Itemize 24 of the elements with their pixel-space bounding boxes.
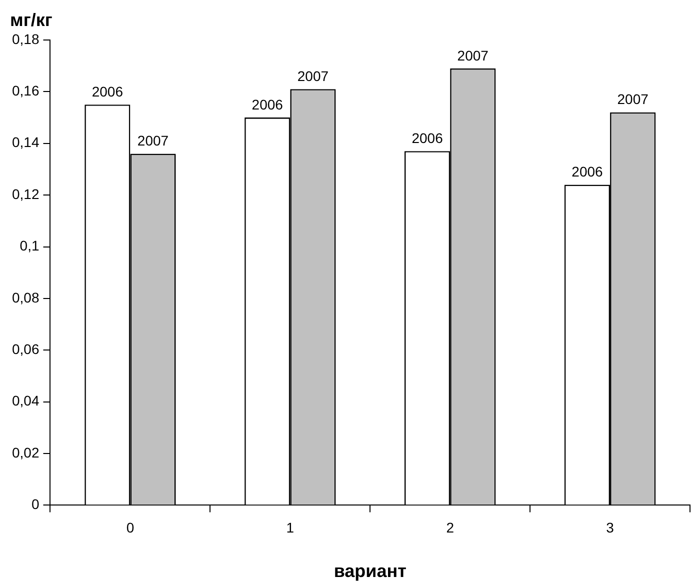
y-axis-title: мг/кг — [10, 10, 53, 30]
text: 2007 — [297, 68, 329, 84]
y-tick-label: 0,02 — [12, 444, 40, 460]
y-tick-label: 0 — [31, 496, 40, 512]
text: 2007 — [457, 47, 488, 64]
text: 2006 — [572, 164, 603, 180]
text: 2006 — [252, 96, 283, 112]
series-label: 2006 — [92, 83, 124, 100]
y-tick-label: 0,08 — [12, 289, 40, 306]
text: 2007 — [617, 91, 648, 108]
x-axis-title: вариант — [334, 560, 407, 581]
y-tick-label: 0,12 — [12, 186, 40, 202]
y-tick-label: 0,1 — [20, 238, 40, 254]
y-tick-label: 0,06 — [12, 340, 40, 357]
x-tick-label: 3 — [606, 519, 614, 536]
text: 2006 — [412, 130, 443, 146]
y-tick-label: 0,18 — [12, 30, 40, 47]
x-tick-label: 2 — [446, 519, 454, 536]
x-tick-label: 1 — [286, 519, 294, 536]
y-tick-label: 0,16 — [12, 82, 40, 99]
x-tick-label: 0 — [126, 519, 134, 536]
y-tick-label: 0,04 — [12, 392, 40, 409]
y-tick-label: 0,14 — [12, 134, 40, 150]
series-label: 2007 — [137, 132, 169, 149]
